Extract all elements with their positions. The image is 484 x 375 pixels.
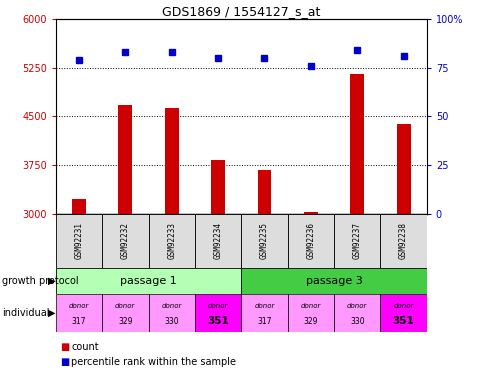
Text: 317: 317: [257, 317, 271, 326]
Text: 329: 329: [303, 317, 318, 326]
Bar: [148, 294, 195, 332]
Text: ■: ■: [60, 342, 70, 352]
Text: GSM92238: GSM92238: [398, 222, 407, 260]
Bar: [241, 268, 426, 294]
Text: donor: donor: [115, 303, 135, 309]
Bar: [241, 214, 287, 268]
Text: passage 3: passage 3: [305, 276, 362, 286]
Text: ■: ■: [60, 357, 70, 367]
Text: donor: donor: [69, 303, 89, 309]
Text: count: count: [71, 342, 99, 352]
Text: passage 1: passage 1: [120, 276, 177, 286]
Text: donor: donor: [161, 303, 182, 309]
Bar: [102, 214, 148, 268]
Text: 351: 351: [392, 316, 414, 326]
Bar: [195, 214, 241, 268]
Bar: [56, 214, 102, 268]
Text: GSM92236: GSM92236: [306, 222, 315, 260]
Bar: [56, 268, 241, 294]
Bar: [333, 214, 379, 268]
Bar: [257, 170, 271, 214]
Text: donor: donor: [208, 303, 228, 309]
Text: donor: donor: [347, 303, 367, 309]
Text: 317: 317: [72, 317, 86, 326]
Text: 329: 329: [118, 317, 132, 326]
Text: individual: individual: [2, 308, 50, 318]
Text: 351: 351: [207, 316, 228, 326]
Text: GSM92232: GSM92232: [121, 222, 130, 260]
Text: GSM92235: GSM92235: [259, 222, 269, 260]
Bar: [396, 124, 410, 214]
Text: 330: 330: [164, 317, 179, 326]
Text: donor: donor: [393, 303, 413, 309]
Bar: [56, 294, 102, 332]
Text: growth protocol: growth protocol: [2, 276, 79, 285]
Bar: [379, 214, 426, 268]
Bar: [379, 294, 426, 332]
Text: ▶: ▶: [48, 276, 56, 285]
Bar: [72, 200, 86, 214]
Bar: [287, 214, 333, 268]
Bar: [303, 213, 317, 214]
Bar: [118, 105, 132, 214]
Text: donor: donor: [300, 303, 320, 309]
Text: GSM92231: GSM92231: [75, 222, 83, 260]
Bar: [241, 294, 287, 332]
Text: GSM92237: GSM92237: [352, 222, 361, 260]
Text: donor: donor: [254, 303, 274, 309]
Bar: [148, 214, 195, 268]
Bar: [287, 294, 333, 332]
Text: GSM92233: GSM92233: [167, 222, 176, 260]
Bar: [211, 160, 225, 214]
Bar: [333, 294, 379, 332]
Bar: [349, 74, 363, 214]
Bar: [165, 108, 178, 214]
Bar: [102, 294, 148, 332]
Text: 330: 330: [349, 317, 364, 326]
Text: GSM92234: GSM92234: [213, 222, 222, 260]
Bar: [195, 294, 241, 332]
Text: ▶: ▶: [48, 308, 56, 318]
Title: GDS1869 / 1554127_s_at: GDS1869 / 1554127_s_at: [162, 4, 320, 18]
Text: percentile rank within the sample: percentile rank within the sample: [71, 357, 236, 367]
